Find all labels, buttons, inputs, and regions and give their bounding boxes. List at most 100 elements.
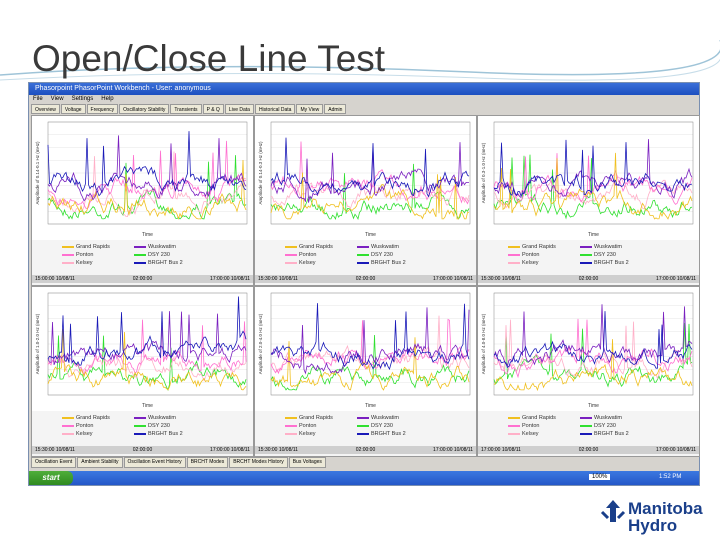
- slide-title: Open/Close Line Test: [32, 38, 386, 79]
- legend-swatch: [62, 433, 74, 435]
- legend-swatch: [580, 433, 592, 435]
- tab[interactable]: Historical Data: [254, 104, 296, 114]
- legend-text: Grand Rapids: [299, 244, 333, 250]
- decor-swoosh: [0, 40, 720, 81]
- time-label: 15:00:00 10/08/11: [35, 276, 75, 282]
- plot-panel: Amplitude of 2.0-4.0 Hz (mHz) Time Grand R…: [254, 286, 477, 457]
- plot: Amplitude of 0.3-1.0 Hz (mHz) Time: [478, 116, 699, 240]
- legend-entry: Wuskwatim: [134, 244, 206, 250]
- signal-trace: [493, 153, 693, 205]
- bottom-tab[interactable]: BRCHT Modes History: [229, 457, 288, 468]
- time-label: 15:30:00 10/08/11: [258, 276, 298, 282]
- legend-text: Grand Rapids: [76, 244, 110, 250]
- legend-swatch: [62, 246, 74, 248]
- time-bar: 15:00:00 10/08/11 02:00:00 17:00:00 10/08/…: [32, 275, 253, 283]
- logo: Manitoba Hydro: [628, 500, 703, 534]
- legend-swatch: [285, 262, 297, 264]
- tab[interactable]: Oscillatory Stability: [119, 104, 170, 114]
- y-axis-label: Amplitude of 2.0-4.0 Hz (mHz): [258, 313, 263, 374]
- bottom-tabs: Oscillation Event Ambient Stability Oscill…: [31, 457, 326, 468]
- legend-text: Wuskwatim: [371, 244, 400, 250]
- signal-trace: [270, 337, 470, 391]
- legend-entry: Ponton: [508, 423, 580, 429]
- bottom-tab[interactable]: BRCHT Modes: [186, 457, 229, 468]
- legend-swatch: [357, 417, 369, 419]
- time-label: 15:30:00 10/08/11: [258, 447, 298, 453]
- menu-item[interactable]: Help: [101, 96, 114, 102]
- y-axis-label: Amplitude of 1.0-2.0 Hz (mHz): [35, 313, 40, 374]
- legend-text: Wuskwatim: [594, 244, 623, 250]
- legend-text: Ponton: [76, 252, 94, 258]
- legend-text: Ponton: [299, 423, 317, 429]
- time-label: 17:00:00 10/08/11: [656, 447, 696, 453]
- tab[interactable]: Transients: [170, 104, 202, 114]
- bottom-tab[interactable]: Ambient Stability: [77, 457, 123, 468]
- start-button[interactable]: start: [29, 471, 73, 485]
- legend-swatch: [580, 246, 592, 248]
- signal-trace: [493, 152, 693, 220]
- legend-text: DSY 230: [594, 423, 616, 429]
- tab[interactable]: Frequency: [86, 104, 119, 114]
- legend-swatch: [62, 254, 74, 256]
- signal-trace: [493, 139, 693, 199]
- legend-text: DSY 230: [148, 423, 170, 429]
- legend-entry: Kelsey: [62, 431, 134, 437]
- tab[interactable]: Admin: [324, 104, 347, 114]
- legend-swatch: [357, 433, 369, 435]
- legend-swatch: [580, 425, 592, 427]
- legend-entry: Wuskwatim: [580, 244, 652, 250]
- legend: Grand Rapids Wuskwatim Ponton DSY 230 Kelsey…: [62, 415, 252, 437]
- tab[interactable]: Voltage: [60, 104, 86, 114]
- legend-swatch: [285, 433, 297, 435]
- legend-text: Grand Rapids: [522, 244, 556, 250]
- menu-item[interactable]: View: [50, 96, 64, 102]
- tab[interactable]: My View: [296, 104, 324, 114]
- plot-panel: Amplitude of 0.14-0.1 Hz (mHz) Time Grand …: [31, 115, 254, 286]
- plot: Amplitude of 1.0-2.0 Hz (mHz) Time: [32, 287, 253, 411]
- signal-trace: [493, 311, 693, 369]
- legend-entry: DSY 230: [357, 423, 429, 429]
- x-axis-label: Time: [588, 232, 599, 238]
- legend-text: Kelsey: [522, 260, 539, 266]
- menu-item[interactable]: Settings: [71, 96, 94, 102]
- legend-swatch: [134, 262, 146, 264]
- legend-text: DSY 230: [371, 252, 393, 258]
- legend-swatch: [508, 246, 520, 248]
- legend-text: Kelsey: [76, 431, 93, 437]
- taskbar: start 100% 1:52 PM: [29, 471, 699, 485]
- time-label: 17:00:00 10/08/11: [210, 276, 250, 282]
- legend-text: BRGHT Bus 2: [594, 260, 629, 266]
- legend-entry: BRGHT Bus 2: [357, 431, 429, 437]
- legend: Grand Rapids Wuskwatim Ponton DSY 230 Kelsey…: [285, 244, 475, 266]
- time-label: 17:00:00 10/08/11: [481, 447, 521, 453]
- legend-swatch: [580, 254, 592, 256]
- plot-frame: [270, 121, 471, 225]
- menu-bar: File View Settings Help: [29, 95, 114, 104]
- bottom-tab[interactable]: Oscillation Event History: [123, 457, 186, 468]
- time-label: 17:00:00 10/08/11: [433, 276, 473, 282]
- tab[interactable]: Live Data: [224, 104, 254, 114]
- legend-text: Wuskwatim: [148, 415, 177, 421]
- plot-panel: Amplitude of 1.0-2.0 Hz (mHz) Time Grand R…: [31, 286, 254, 457]
- legend-text: Grand Rapids: [299, 415, 333, 421]
- legend-entry: Grand Rapids: [62, 244, 134, 250]
- signal-trace: [270, 318, 470, 375]
- time-bar: 15:30:00 10/08/11 02:00:00 17:00:00 10/08/…: [478, 275, 699, 283]
- legend-entry: Wuskwatim: [357, 415, 429, 421]
- menu-item[interactable]: File: [33, 96, 43, 102]
- time-label: 15:30:00 10/08/11: [481, 276, 521, 282]
- legend-entry: Grand Rapids: [285, 415, 357, 421]
- clock: 1:52 PM: [659, 474, 682, 480]
- legend-swatch: [62, 425, 74, 427]
- legend-swatch: [357, 254, 369, 256]
- tab[interactable]: P & Q: [202, 104, 224, 114]
- signal-trace: [493, 322, 693, 388]
- legend-entry: Ponton: [285, 423, 357, 429]
- legend-entry: Grand Rapids: [508, 415, 580, 421]
- bottom-tab[interactable]: Bus Voltages: [288, 457, 326, 468]
- legend: Grand Rapids Wuskwatim Ponton DSY 230 Kelsey…: [285, 415, 475, 437]
- logo-icon: [600, 500, 626, 522]
- tab[interactable]: Overview: [31, 104, 60, 114]
- legend-text: Wuskwatim: [371, 415, 400, 421]
- bottom-tab[interactable]: Oscillation Event: [31, 457, 77, 468]
